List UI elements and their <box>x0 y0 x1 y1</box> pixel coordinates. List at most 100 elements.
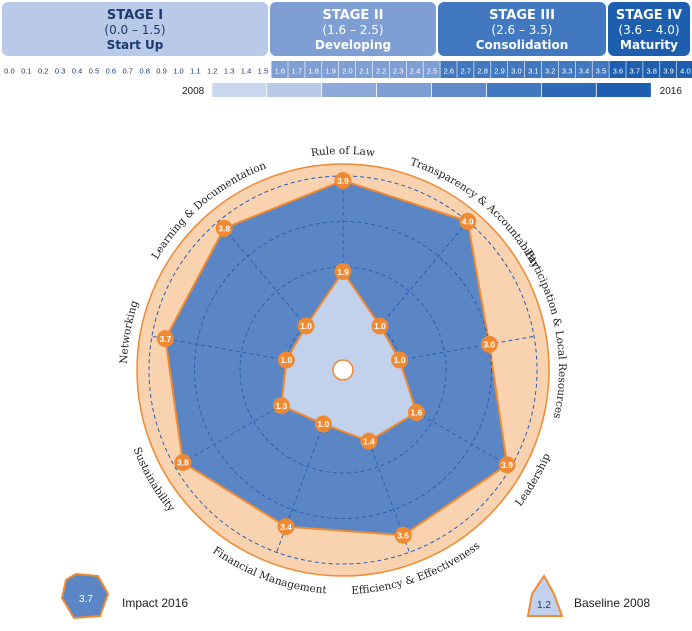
radar-axis-line <box>217 221 344 371</box>
stage-2-range: (1.6 – 2.5) <box>322 23 384 37</box>
baseline-2008-value-label: 1.0 <box>317 419 329 429</box>
scale-tick-label: 3.1 <box>528 67 539 76</box>
radar-axis-line <box>342 369 512 468</box>
stage-4-title: STAGE IV <box>615 8 683 23</box>
scale-tick-label: 3.3 <box>562 67 573 76</box>
stage-1-title: STAGE I <box>106 8 164 23</box>
scale-cell <box>406 61 423 78</box>
radar-center <box>332 359 354 381</box>
radar-axis-line <box>174 369 344 468</box>
year-bar-segment <box>486 83 541 97</box>
radar-grid-circle <box>194 221 492 519</box>
baseline-2008-marker <box>272 397 290 415</box>
scale-tick-label: 3.7 <box>629 67 640 76</box>
stage-4-box: STAGE IV (3.6 – 4.0) Maturity <box>608 2 690 56</box>
baseline-2008-marker <box>391 351 409 369</box>
scale-tick-label: 0.1 <box>21 67 32 76</box>
scale-cell <box>423 61 440 78</box>
impact-2016-value-label: 3.9 <box>337 176 349 186</box>
year-bar-segment <box>596 83 651 97</box>
legend-impact-marker-text: 3.7 <box>79 594 93 605</box>
scale-tick-label: 1.7 <box>291 67 302 76</box>
baseline-2008-value-label: 1.0 <box>280 355 292 365</box>
impact-2016-value-label: 3.8 <box>218 224 230 234</box>
stage-2-box: STAGE II (1.6 – 2.5) Developing <box>270 2 436 56</box>
legend-impact-label: Impact 2016 <box>122 596 189 610</box>
scale-cell <box>271 61 288 78</box>
baseline-2008-value-label: 1.0 <box>394 355 406 365</box>
scale-tick-label: 0.0 <box>4 67 15 76</box>
scale-cell <box>322 61 339 78</box>
year-bar-segment <box>431 83 487 97</box>
impact-2016-value-label: 3.8 <box>177 458 189 468</box>
scale-tick-label: 2.8 <box>477 67 488 76</box>
baseline-2008-marker <box>407 403 425 421</box>
scale-tick-label: 3.4 <box>579 67 590 76</box>
year-bar-start-label: 2008 <box>182 86 205 97</box>
baseline-2008-value-label: 1.6 <box>411 408 423 418</box>
scale-cell <box>541 61 559 78</box>
scale-tick-label: 2.2 <box>376 67 387 76</box>
scale-cell <box>153 61 170 78</box>
radar-chart: 3.9 4.0 3.0 3.9 3.6 3.4 3.8 3.7 3.8 1.9 1.0 1.0 1.6 1… <box>118 145 568 597</box>
scale-cell <box>186 61 204 78</box>
impact-2016-marker <box>156 330 174 348</box>
scale-tick-label: 1.2 <box>207 67 218 76</box>
legend-baseline: 1.2 Baseline 2008 <box>522 572 692 622</box>
year-bar-segment <box>377 83 432 97</box>
scale-cell <box>136 61 153 78</box>
scale-cell <box>457 61 474 78</box>
scale-tick-label: 2.6 <box>444 67 455 76</box>
impact-2016-marker <box>394 526 412 544</box>
scale-tick-label: 1.0 <box>173 67 184 76</box>
scale-tick-label: 2.3 <box>393 67 404 76</box>
scale-cell <box>524 61 542 78</box>
scale-cell <box>305 61 322 78</box>
scale-cell <box>474 61 491 78</box>
scale-tick-label: 2.4 <box>410 67 421 76</box>
baseline-2008-value-label: 1.3 <box>275 401 287 411</box>
impact-2016-value-label: 3.7 <box>159 334 171 344</box>
baseline-2008-marker <box>314 415 332 433</box>
scale-cell <box>372 61 390 78</box>
impact-2016-value-label: 3.4 <box>280 522 292 532</box>
baseline-2008-marker <box>334 263 352 281</box>
stage-1-box: STAGE I (0.0 – 1.5) Start Up <box>2 2 268 56</box>
baseline-2008-value-label: 1.9 <box>337 267 349 277</box>
scale-tick-label: 2.9 <box>494 67 505 76</box>
year-bar-segment <box>212 83 267 97</box>
impact-2016-marker <box>215 219 233 237</box>
scale-tick-label: 3.6 <box>613 67 624 76</box>
scale-cell <box>68 61 85 78</box>
radar-axis-line <box>342 221 469 371</box>
scale-cell <box>592 61 609 78</box>
scale-tick-label: 3.9 <box>663 67 674 76</box>
baseline-2008-marker <box>360 432 378 450</box>
impact-2016-marker <box>334 172 352 190</box>
legend-baseline-marker-text: 1.2 <box>537 600 551 611</box>
stage-4-name: Maturity <box>620 38 678 52</box>
scale-cell <box>609 61 626 78</box>
scale-tick-label: 3.0 <box>511 67 522 76</box>
scale-cell <box>170 61 187 78</box>
scale-tick-label: 3.5 <box>596 67 607 76</box>
year-bar-segment <box>267 83 322 97</box>
scale-tick-label: 1.5 <box>258 67 269 76</box>
series-baseline-2008-area <box>280 270 418 443</box>
scale-cell <box>254 61 271 78</box>
scale-tick-label: 2.1 <box>359 67 370 76</box>
baseline-2008-marker <box>297 317 315 335</box>
scale-tick-label: 0.8 <box>139 67 150 76</box>
scale-cell <box>203 61 221 78</box>
stage-3-name: Consolidation <box>475 38 569 52</box>
stage-2-title: STAGE II <box>322 8 384 23</box>
scale-cell <box>51 61 68 78</box>
scale-cell <box>575 61 592 78</box>
scale-cell <box>355 61 373 78</box>
legend-baseline-swatch: 1.2 <box>526 574 564 617</box>
scale-cell <box>17 61 35 78</box>
scale-tick-label: 1.1 <box>190 67 201 76</box>
scale-tick-label: 0.6 <box>106 67 117 76</box>
scale-cell <box>288 61 305 78</box>
impact-2016-value-label: 4.0 <box>462 217 474 227</box>
